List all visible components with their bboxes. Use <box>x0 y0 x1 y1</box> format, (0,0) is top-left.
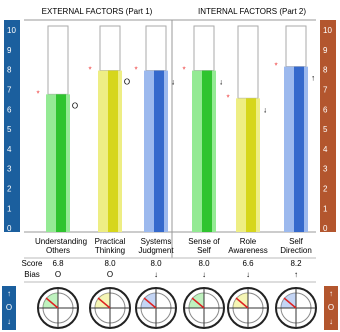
bias-icon: O <box>328 303 334 312</box>
score-marker: * <box>226 93 229 102</box>
bias-icon-bar <box>2 286 16 330</box>
bias-marker: O <box>72 101 78 110</box>
y-tick-label: 3 <box>7 165 12 174</box>
y-tick-label: 9 <box>7 46 12 55</box>
bar <box>56 94 66 232</box>
bias-marker: ↓ <box>219 78 223 87</box>
y-tick-label: 2 <box>7 185 12 194</box>
gauge-needle <box>235 297 249 309</box>
y-tick-label: 5 <box>323 125 328 134</box>
category-label: Practical Thinking <box>94 237 126 255</box>
y-tick-label: 0 <box>323 224 328 233</box>
y-tick-label: 6 <box>323 105 328 114</box>
y-tick-label: 8 <box>7 66 12 75</box>
score-marker: * <box>88 66 91 75</box>
bias-marker: ↓ <box>171 78 175 87</box>
score-marker: * <box>134 66 137 75</box>
gauge-needle <box>191 297 205 309</box>
y-tick-label: 2 <box>323 185 328 194</box>
gauge-needle <box>143 297 157 309</box>
bias-label: O <box>107 270 113 279</box>
y-tick-label: 1 <box>323 204 328 213</box>
gauge-needle <box>283 297 297 309</box>
y-tick-label: 10 <box>323 26 332 35</box>
y-tick-label: 6 <box>7 105 12 114</box>
row-label: Bias <box>24 270 40 279</box>
score-label: 8.0 <box>150 259 162 268</box>
bias-icon: ↑ <box>7 289 11 298</box>
gauge-needle <box>97 297 111 309</box>
score-marker: * <box>36 89 39 98</box>
score-box <box>47 25 69 95</box>
score-box <box>285 25 307 68</box>
bias-marker: O <box>124 78 130 87</box>
y-tick-label: 8 <box>323 66 328 75</box>
bias-icon: ↓ <box>329 317 333 326</box>
bias-icon: ↑ <box>329 289 333 298</box>
y-tick-label: 7 <box>7 86 12 95</box>
category-label: Sense of Self <box>188 237 220 255</box>
bias-icon-bar <box>324 286 338 330</box>
score-box <box>193 25 215 72</box>
category-label: Self Direction <box>280 237 312 255</box>
score-box <box>99 25 121 72</box>
bias-icon: ↓ <box>7 317 11 326</box>
category-label: Understanding Others <box>35 237 88 255</box>
bar <box>108 70 118 232</box>
score-label: 6.8 <box>52 259 64 268</box>
y-tick-label: 1 <box>7 204 12 213</box>
score-marker: * <box>274 62 277 71</box>
y-tick-label: 7 <box>323 86 328 95</box>
bias-icon: O <box>6 303 12 312</box>
bias-label: ↑ <box>294 270 298 279</box>
y-tick-label: 5 <box>7 125 12 134</box>
bar <box>246 98 256 232</box>
gauge-needle <box>45 297 59 309</box>
bias-label: ↓ <box>154 270 158 279</box>
y-tick-label: 3 <box>323 165 328 174</box>
header-right: INTERNAL FACTORS (Part 2) <box>198 7 306 16</box>
bias-label: ↓ <box>246 270 250 279</box>
bias-marker: ↓ <box>263 105 267 114</box>
y-tick-label: 0 <box>7 224 12 233</box>
category-label: Role Awareness <box>228 237 268 255</box>
bias-label: O <box>55 270 61 279</box>
row-label: Score <box>22 259 43 268</box>
bar <box>294 66 304 232</box>
bias-label: ↓ <box>202 270 206 279</box>
bar <box>154 70 164 232</box>
y-tick-label: 9 <box>323 46 328 55</box>
category-label: Systems Judgment <box>138 237 174 255</box>
score-label: 8.2 <box>290 259 302 268</box>
bias-marker: ↑ <box>311 74 315 83</box>
header-left: EXTERNAL FACTORS (Part 1) <box>42 7 153 16</box>
score-box <box>145 25 167 72</box>
score-label: 8.0 <box>104 259 116 268</box>
left-scale <box>4 20 20 232</box>
y-tick-label: 4 <box>323 145 328 154</box>
bar <box>202 70 212 232</box>
score-label: 8.0 <box>198 259 210 268</box>
y-tick-label: 4 <box>7 145 12 154</box>
score-label: 6.6 <box>242 259 254 268</box>
score-marker: * <box>182 66 185 75</box>
y-tick-label: 10 <box>7 26 16 35</box>
score-box <box>237 25 259 99</box>
right-scale <box>320 20 336 232</box>
